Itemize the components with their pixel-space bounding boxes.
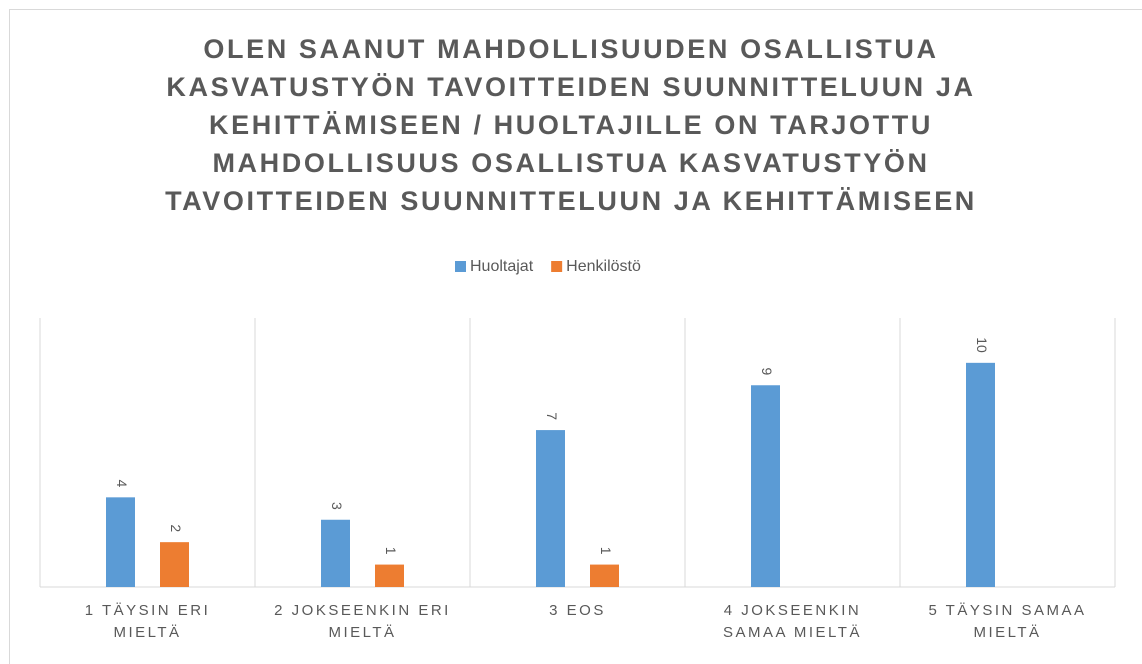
chart-border xyxy=(9,9,1142,664)
x-tick-label: 3 EOS xyxy=(549,602,606,619)
value-label: 1 xyxy=(383,547,399,555)
bar xyxy=(966,362,995,587)
value-label: 10 xyxy=(974,337,990,353)
value-label: 1 xyxy=(598,547,614,555)
x-tick-label: 4 JOKSEENKIN SAMAA MIELTÄ xyxy=(723,602,862,641)
bar xyxy=(590,564,619,587)
value-label: 7 xyxy=(544,412,560,420)
value-label: 2 xyxy=(168,524,184,532)
x-tick-label: 5 TÄYSIN SAMAA MIELTÄ xyxy=(928,602,1087,641)
bar xyxy=(751,385,780,587)
chart-title: OLEN SAANUT MAHDOLLISUUDEN OSALLISTUA KA… xyxy=(165,34,977,216)
bar xyxy=(536,430,565,587)
bar xyxy=(375,564,404,587)
bar xyxy=(160,542,189,587)
legend-swatch xyxy=(455,261,466,272)
legend-label: Henkilöstö xyxy=(566,258,641,275)
value-label: 3 xyxy=(329,502,345,510)
x-tick-label: 1 TÄYSIN ERI MIELTÄ xyxy=(84,602,211,641)
bar xyxy=(321,519,350,587)
x-tick-label: 2 JOKSEENKIN ERI MIELTÄ xyxy=(274,602,451,641)
value-label: 9 xyxy=(759,367,775,375)
legend-swatch xyxy=(551,261,563,272)
legend-label: Huoltajat xyxy=(470,258,534,275)
value-label: 4 xyxy=(114,480,130,488)
bar xyxy=(106,497,135,587)
